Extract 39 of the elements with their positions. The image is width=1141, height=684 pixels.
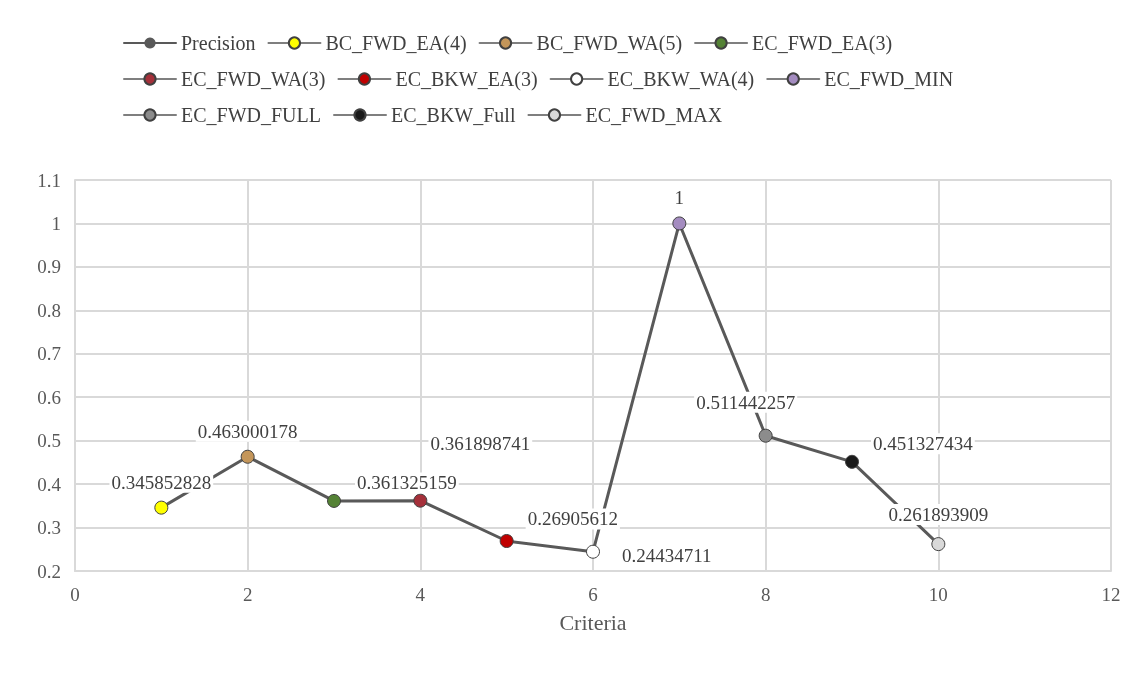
x-tick-label: 8 bbox=[760, 584, 771, 605]
y-tick-label: 0.4 bbox=[37, 473, 62, 495]
data-label: 0.24434711 bbox=[622, 545, 712, 567]
data-label: 0.361898741 bbox=[430, 432, 531, 454]
y-tick-label: 0.5 bbox=[37, 430, 61, 452]
data-label: 0.26905612 bbox=[527, 508, 618, 530]
y-tick-label: 0.9 bbox=[37, 256, 61, 278]
legend-label: EC_FWD_EA(3) bbox=[752, 32, 893, 55]
legend-label: EC_BKW_WA(4) bbox=[607, 68, 755, 91]
y-tick-label: 0.8 bbox=[37, 299, 61, 321]
y-tick-label: 1 bbox=[51, 212, 61, 234]
y-tick-label: 0.7 bbox=[37, 343, 61, 365]
legend-label: EC_FWD_FULL bbox=[181, 104, 321, 126]
x-tick-label: 2 bbox=[242, 584, 253, 605]
data-label: 0.361325159 bbox=[357, 472, 457, 494]
data-label: 1 bbox=[674, 187, 685, 209]
x-tick-label: 6 bbox=[588, 584, 598, 605]
legend-label: Precision bbox=[181, 32, 256, 54]
legend-label: EC_BKW_Full bbox=[391, 104, 516, 126]
x-tick-label: 10 bbox=[928, 584, 948, 605]
x-tick-label: 12 bbox=[1101, 584, 1121, 605]
y-tick-label: 0.3 bbox=[37, 517, 61, 539]
legend-label: EC_FWD_MAX bbox=[585, 104, 723, 126]
x-tick-label: 0 bbox=[70, 584, 80, 605]
data-label: 0.261893909 bbox=[888, 504, 989, 526]
y-tick-label: 1.1 bbox=[37, 169, 61, 191]
data-label: 0.511442257 bbox=[696, 391, 796, 413]
legend-label: BC_FWD_WA(5) bbox=[536, 32, 683, 55]
y-tick-label: 0.6 bbox=[37, 386, 61, 408]
legend-label: EC_FWD_WA(3) bbox=[181, 68, 326, 91]
data-label: 0.463000178 bbox=[197, 420, 298, 442]
x-axis-title: Criteria bbox=[559, 609, 627, 635]
data-label: 0.345852828 bbox=[111, 471, 212, 493]
x-tick-label: 4 bbox=[415, 584, 426, 605]
legend-label: BC_FWD_EA(4) bbox=[325, 32, 467, 55]
y-tick-label: 0.2 bbox=[37, 560, 61, 582]
legend-label: EC_FWD_MIN bbox=[824, 68, 954, 90]
data-label: 0.451327434 bbox=[873, 433, 974, 455]
legend-label: EC_BKW_EA(3) bbox=[395, 68, 538, 91]
